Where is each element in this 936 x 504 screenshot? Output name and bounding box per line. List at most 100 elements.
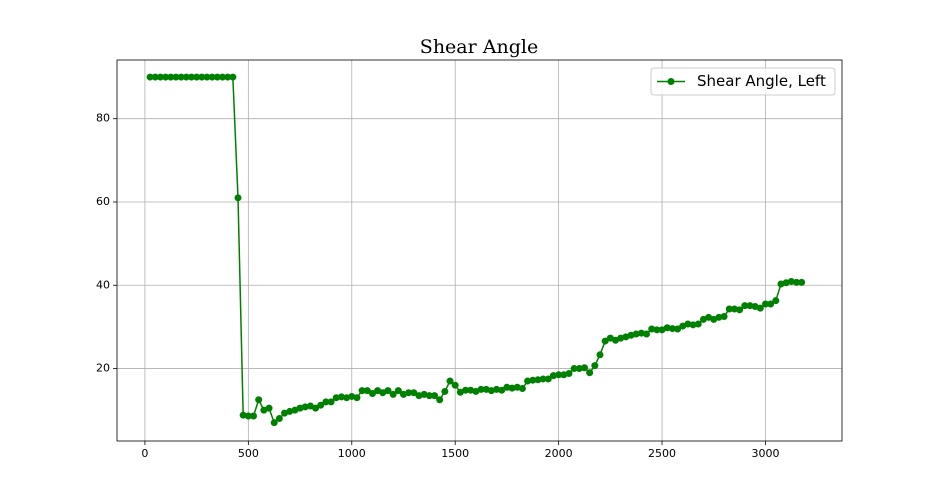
data-point — [405, 389, 413, 397]
data-point — [410, 389, 418, 397]
data-point — [643, 330, 651, 338]
x-tick-label: 0 — [141, 447, 148, 460]
data-point — [441, 387, 449, 395]
data-point — [332, 394, 340, 402]
data-point — [255, 396, 263, 404]
data-point — [725, 305, 733, 313]
legend-box — [650, 67, 836, 96]
legend-text: Shear Angle, Left — [697, 72, 826, 90]
data-point — [167, 73, 175, 81]
data-point — [146, 73, 154, 81]
x-tick-label: 3000 — [751, 447, 779, 460]
data-point — [570, 365, 578, 373]
data-point — [798, 278, 806, 286]
data-point — [518, 385, 526, 393]
data-point — [539, 375, 547, 383]
data-point — [317, 401, 325, 409]
data-point — [736, 306, 744, 314]
data-point — [663, 324, 671, 332]
data-point — [151, 73, 159, 81]
data-point — [229, 73, 237, 81]
data-point — [720, 312, 728, 320]
data-point — [741, 302, 749, 310]
data-point — [632, 330, 640, 338]
data-point — [544, 375, 552, 383]
data-point — [213, 73, 221, 81]
data-point — [198, 73, 206, 81]
data-point — [425, 392, 433, 400]
x-tick-label: 1000 — [338, 447, 366, 460]
data-point — [575, 365, 583, 373]
data-point — [224, 73, 232, 81]
data-point — [436, 396, 444, 404]
data-point — [193, 73, 201, 81]
data-point — [358, 387, 366, 395]
data-point — [493, 385, 501, 393]
x-tick-label: 1500 — [441, 447, 469, 460]
legend-marker — [667, 78, 675, 85]
data-point — [503, 383, 511, 391]
data-point — [250, 412, 258, 420]
data-point — [363, 387, 371, 395]
x-tick-label: 2500 — [648, 447, 676, 460]
data-point — [301, 403, 309, 411]
data-point — [187, 73, 195, 81]
data-point — [653, 326, 661, 334]
data-point — [508, 384, 516, 392]
data-point — [792, 278, 800, 286]
data-point — [312, 404, 320, 412]
data-point — [394, 387, 402, 395]
y-tick-label: 40 — [96, 278, 110, 291]
data-point — [239, 411, 247, 419]
data-point — [208, 73, 216, 81]
y-tick-label: 20 — [96, 362, 110, 375]
data-point — [756, 304, 764, 312]
data-point — [265, 404, 273, 412]
data-point — [162, 73, 170, 81]
data-point — [524, 377, 532, 385]
data-point — [684, 320, 692, 328]
data-point — [368, 390, 376, 398]
data-point — [389, 390, 397, 398]
data-point — [218, 73, 226, 81]
plot-frame — [116, 59, 843, 442]
chart-title: Shear Angle — [420, 36, 538, 58]
data-point — [327, 398, 335, 406]
data-point — [234, 194, 242, 202]
data-point — [498, 386, 506, 394]
data-point — [431, 392, 439, 400]
data-point — [689, 321, 697, 329]
data-point — [156, 73, 164, 81]
y-tick-label: 80 — [96, 112, 110, 125]
data-point — [182, 73, 190, 81]
data-point — [275, 415, 283, 423]
data-point — [586, 369, 594, 377]
data-point — [730, 305, 738, 313]
data-point — [674, 325, 682, 333]
data-point — [668, 325, 676, 333]
data-point — [446, 377, 454, 385]
data-point — [637, 329, 645, 337]
data-point — [591, 362, 599, 370]
data-point — [694, 320, 702, 328]
data-point — [172, 73, 180, 81]
data-point — [767, 300, 775, 308]
data-point — [384, 387, 392, 395]
data-point — [787, 278, 795, 286]
data-point — [270, 419, 278, 427]
data-point — [580, 364, 588, 372]
data-point — [203, 73, 211, 81]
data-point — [244, 412, 252, 420]
data-point — [555, 371, 563, 379]
data-point — [477, 385, 485, 393]
data-point — [746, 302, 754, 310]
data-point — [451, 381, 459, 389]
data-point — [601, 337, 609, 345]
x-tick-label: 2000 — [545, 447, 573, 460]
data-point — [322, 398, 330, 406]
data-point — [177, 73, 185, 81]
data-point — [534, 376, 542, 384]
x-tick-label: 500 — [238, 447, 259, 460]
data-point — [529, 376, 537, 384]
